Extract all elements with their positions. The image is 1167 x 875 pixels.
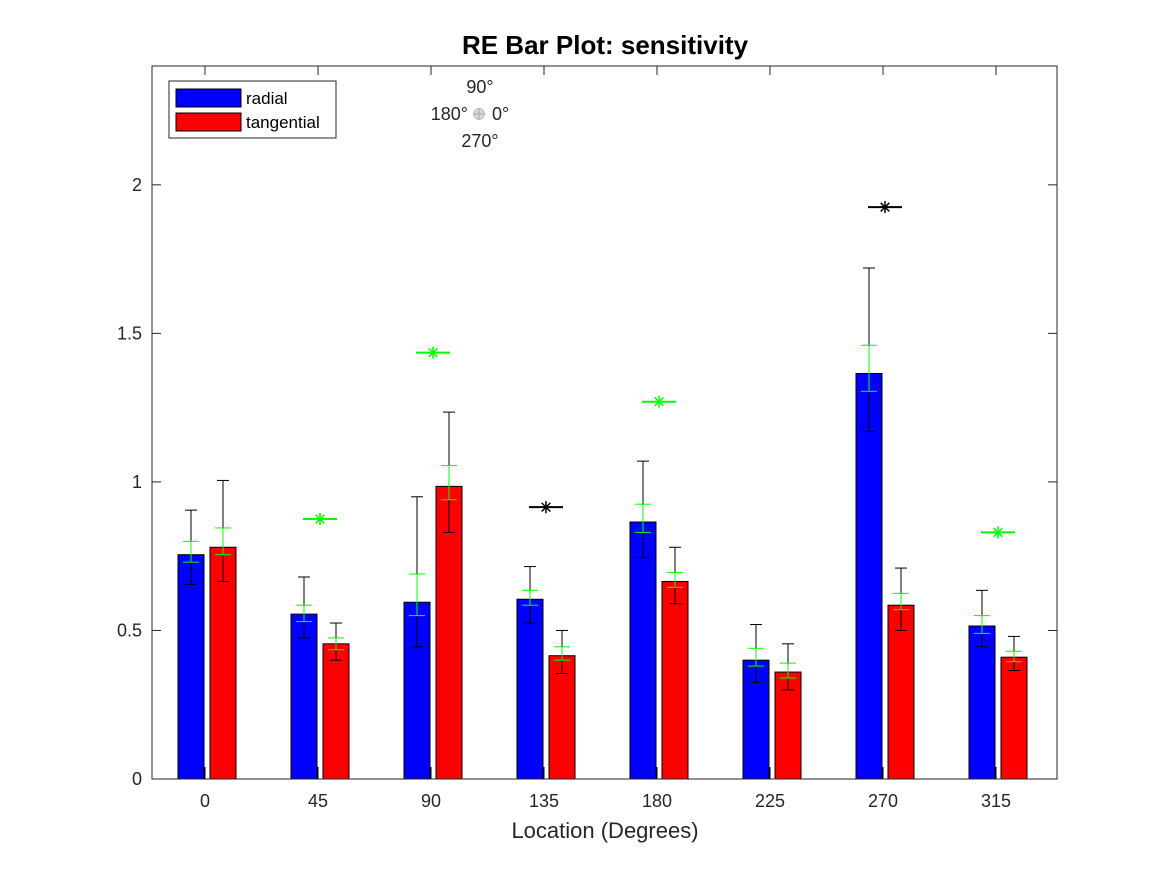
asterisk-d2-90 [428, 347, 438, 358]
legend: radial tangential [168, 80, 337, 139]
bar-radial-270 [855, 372, 883, 780]
plot-frame [151, 65, 1058, 780]
x-tick-label-45: 45 [308, 791, 328, 811]
bar-radial-0 [177, 554, 205, 780]
error-bar-green-tangential-135 [554, 646, 570, 661]
bar-tangential-315 [1000, 656, 1028, 780]
error-bar-green-tangential-180 [667, 572, 683, 588]
x-tick-label-315: 315 [981, 791, 1011, 811]
error-bar-green-tangential-315 [1006, 650, 1022, 663]
significance-marker-180 [642, 395, 676, 408]
bar-radial-180 [629, 521, 657, 780]
error-bar-green-radial-270 [861, 344, 877, 392]
bar-tangential-0 [209, 546, 237, 780]
error-bar-green-tangential-270 [893, 592, 909, 611]
chart-title: RE Bar Plot: sensitivity [462, 30, 749, 60]
error-bar-black-radial-90 [411, 496, 423, 648]
x-tick-label-270: 270 [868, 791, 898, 811]
bar-radial-315 [968, 625, 996, 780]
error-bar-green-radial-45 [296, 604, 312, 623]
x-tick-label-0: 0 [200, 791, 210, 811]
asterisk-d2-135 [541, 502, 551, 513]
significance-marker-270 [868, 201, 902, 214]
error-bar-green-tangential-0 [215, 527, 231, 556]
bar-radial-135 [516, 598, 544, 780]
bar-tangential-180 [661, 580, 689, 780]
x-tick-label-90: 90 [421, 791, 441, 811]
asterisk-d2-270 [880, 202, 890, 212]
error-bar-green-tangential-225 [780, 662, 796, 679]
legend-swatch-tangential [175, 112, 242, 132]
bar-tangential-225 [774, 671, 802, 780]
bar-radial-45 [290, 613, 318, 780]
error-bar-green-tangential-45 [328, 637, 344, 651]
x-tick-label-180: 180 [642, 791, 672, 811]
y-tick-label-1: 1 [132, 472, 142, 492]
ticks-layer: 0 0.5 1 1.5 2 0 45 90 135 180 225 270 315 [117, 66, 1057, 811]
y-tick-label-2: 2 [132, 175, 142, 195]
y-tick-label-1.5: 1.5 [117, 323, 142, 343]
compass-inset: 90° 180° 0° 270° [431, 77, 509, 151]
error-bar-green-radial-225 [748, 647, 764, 667]
x-axis-label: Location (Degrees) [511, 818, 698, 843]
error-bar-green-radial-180 [635, 503, 651, 533]
compass-label-right: 0° [492, 104, 509, 124]
error-bar-green-radial-90 [409, 573, 425, 617]
x-tick-label-135: 135 [529, 791, 559, 811]
legend-swatch-radial [175, 88, 242, 108]
y-tick-label-0: 0 [132, 769, 142, 789]
y-tick-label-0.5: 0.5 [117, 620, 142, 640]
compass-dot-icon [473, 108, 485, 120]
significance-marker-45 [303, 513, 337, 526]
error-bar-green-radial-315 [974, 615, 990, 634]
bars-layer [177, 372, 1028, 780]
asterisk-d2-315 [993, 527, 1003, 538]
error-bar-green-radial-0 [183, 540, 199, 563]
bar-tangential-270 [887, 604, 915, 780]
significance-marker-135 [529, 501, 563, 514]
asterisk-d2-45 [315, 514, 325, 524]
significance-marker-90 [416, 346, 450, 359]
asterisk-d2-180 [654, 396, 664, 407]
compass-label-bottom: 270° [461, 131, 498, 151]
significance-marker-315 [981, 526, 1015, 539]
error-bars-layer [183, 267, 1022, 691]
bar-tangential-45 [322, 643, 350, 780]
bar-tangential-135 [548, 655, 576, 780]
error-bar-green-tangential-90 [441, 465, 457, 501]
legend-label-tangential: tangential [246, 113, 320, 132]
legend-label-radial: radial [246, 89, 288, 108]
markers-layer [303, 201, 1015, 539]
compass-label-top: 90° [466, 77, 493, 97]
x-tick-label-225: 225 [755, 791, 785, 811]
compass-label-left: 180° [431, 104, 468, 124]
error-bar-green-radial-135 [522, 589, 538, 606]
